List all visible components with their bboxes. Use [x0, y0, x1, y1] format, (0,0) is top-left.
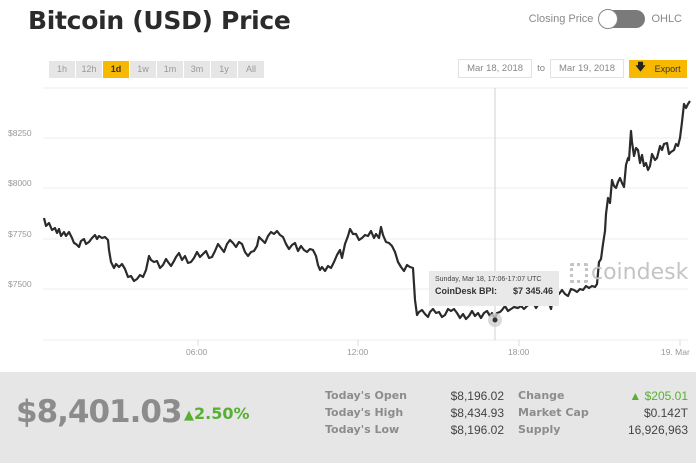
- price-mode-toggle-group: Closing Price OHLC: [528, 9, 682, 29]
- tooltip-label: CoinDesk BPI:: [435, 286, 498, 296]
- todays-high-value: $8,434.93: [450, 406, 504, 420]
- y-tick-7500: $7500: [8, 279, 32, 289]
- y-tick-8250: $8250: [8, 128, 32, 138]
- closing-price-label: Closing Price: [528, 13, 594, 25]
- price-line: [42, 100, 691, 321]
- change-percent-value: 2.50%: [194, 404, 250, 423]
- change-label: Change: [518, 389, 565, 402]
- y-tick-8000: $8000: [8, 178, 32, 188]
- todays-open-value: $8,196.02: [450, 389, 504, 403]
- market-cap-label: Market Cap: [518, 406, 589, 419]
- x-tick-0600: 06:00: [186, 347, 208, 357]
- watermark-text: coindesk: [591, 260, 689, 285]
- supply-label: Supply: [518, 423, 561, 436]
- date-to-label: to: [537, 63, 545, 74]
- export-button[interactable]: 🡇 Export: [629, 59, 687, 78]
- date-from-input[interactable]: Mar 18, 2018: [458, 59, 533, 78]
- page-title: Bitcoin (USD) Price: [28, 6, 291, 35]
- y-tick-7750: $7750: [8, 229, 32, 239]
- ohlc-label: OHLC: [651, 13, 682, 25]
- stats-grid: Today's Open $8,196.02 Change ▲ $205.01 …: [325, 389, 688, 437]
- chart-tooltip: Sunday, Mar 18, 17:06-17:07 UTC CoinDesk…: [429, 271, 559, 306]
- range-button-1d[interactable]: 1d: [103, 61, 129, 78]
- change-value: ▲ $205.01: [629, 389, 688, 403]
- supply-value: 16,926,963: [627, 423, 688, 437]
- coindesk-logo-icon: [570, 262, 588, 283]
- range-button-3m[interactable]: 3m: [184, 61, 210, 78]
- export-label: Export: [654, 63, 681, 74]
- tooltip-value: $7 345.46: [512, 286, 553, 296]
- stats-panel: $8,401.03 ▲2.50% Today's Open $8,196.02 …: [0, 372, 696, 463]
- todays-low-label: Today's Low: [325, 423, 400, 436]
- current-price: $8,401.03: [16, 394, 183, 430]
- gridlines: [43, 87, 688, 341]
- change-percent: ▲2.50%: [184, 404, 250, 423]
- market-cap-value: $0.142T: [643, 406, 688, 420]
- x-tick-19-mar: 19. Mar: [661, 347, 690, 357]
- toggle-knob: [598, 9, 619, 29]
- range-button-1y[interactable]: 1y: [211, 61, 237, 78]
- todays-low-value: $8,196.02: [450, 423, 504, 437]
- price-mode-toggle[interactable]: [598, 9, 646, 29]
- date-to-input[interactable]: Mar 19, 2018: [550, 59, 624, 78]
- todays-open-label: Today's Open: [325, 389, 407, 402]
- todays-high-label: Today's High: [325, 406, 404, 419]
- date-range: Mar 18, 2018 to Mar 19, 2018 🡇 Export: [458, 59, 687, 78]
- hover-marker: [492, 317, 498, 323]
- range-button-all[interactable]: All: [238, 61, 264, 78]
- x-tick-1800: 18:00: [508, 347, 530, 357]
- up-triangle-icon: ▲: [184, 408, 194, 423]
- price-chart[interactable]: [0, 84, 696, 374]
- range-button-1w[interactable]: 1w: [130, 61, 156, 78]
- range-button-1h[interactable]: 1h: [49, 61, 75, 78]
- range-button-12h[interactable]: 12h: [76, 61, 102, 78]
- time-range-selector: 1h 12h 1d 1w 1m 3m 1y All: [49, 61, 264, 78]
- download-arrow-icon: 🡇: [635, 62, 646, 73]
- tooltip-timestamp: Sunday, Mar 18, 17:06-17:07 UTC: [435, 276, 542, 283]
- x-tick-1200: 12:00: [347, 347, 369, 357]
- coindesk-watermark: coindesk: [570, 260, 688, 285]
- x-ticks: [197, 340, 681, 346]
- range-button-1m[interactable]: 1m: [157, 61, 183, 78]
